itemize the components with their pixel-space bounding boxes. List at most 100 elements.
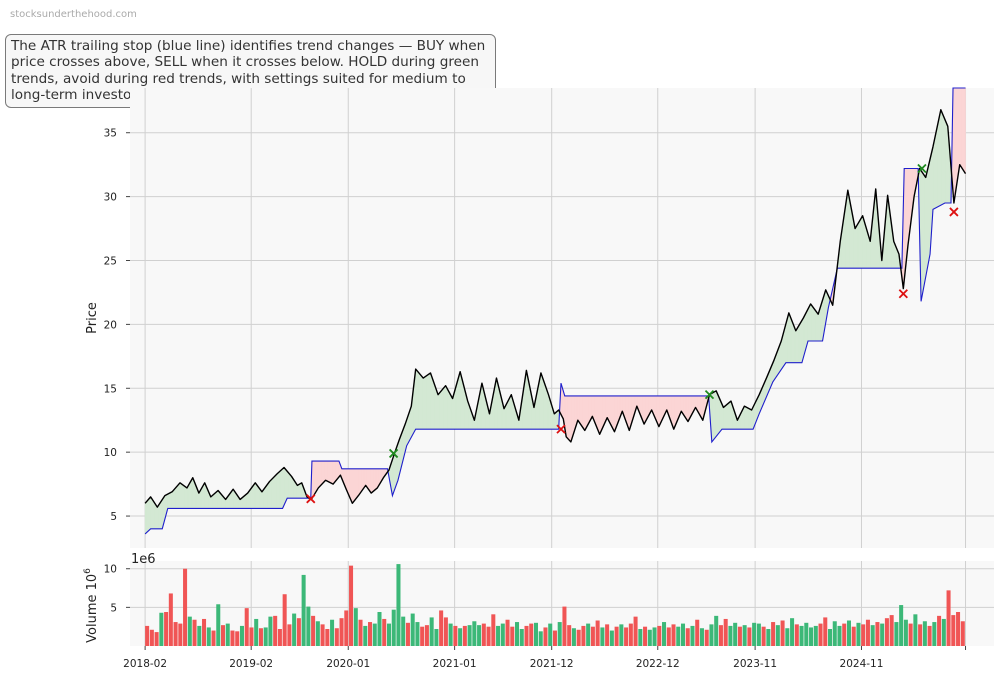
volume-bar xyxy=(571,628,576,646)
buy-marker-stroke xyxy=(388,448,399,459)
volume-bar xyxy=(220,625,226,646)
volume-bar xyxy=(462,625,467,646)
volume-bar xyxy=(941,618,946,646)
volume-bar xyxy=(368,622,373,646)
volume-bar xyxy=(505,619,510,646)
volume-bar xyxy=(491,614,496,646)
volume-bar xyxy=(334,628,339,646)
volume-bar xyxy=(164,612,169,646)
volume-bar xyxy=(628,623,633,646)
volume-bar xyxy=(467,625,472,646)
volume-bar xyxy=(932,622,937,646)
volume-bar xyxy=(401,616,406,646)
axes: 2018-02 2019-02 2020-01 2021-01 2021-12 2022-… xyxy=(83,128,967,670)
sell-marker-stroke xyxy=(306,494,316,504)
volume-bar xyxy=(699,628,704,646)
volume-bar xyxy=(410,613,415,646)
volume-bar xyxy=(714,615,719,646)
y-tick-label: 5 xyxy=(110,511,117,523)
volume-bar xyxy=(353,608,358,646)
volume-bar xyxy=(718,625,723,646)
volume-bar xyxy=(567,625,572,646)
volume-bar xyxy=(609,630,614,646)
volume-bar xyxy=(951,615,956,646)
volume-bar xyxy=(372,623,377,646)
volume-bar xyxy=(785,628,790,646)
sell-signal-marker xyxy=(898,289,908,299)
buy-marker-stroke xyxy=(704,390,715,400)
volume-bar xyxy=(424,625,429,646)
volume-bar xyxy=(216,604,221,646)
x-tick-label: 2024-11 xyxy=(840,658,884,670)
volume-bar xyxy=(538,631,543,646)
sell-signal-marker xyxy=(306,494,316,504)
volume-bar xyxy=(657,625,662,646)
volume-bar xyxy=(486,626,491,646)
volume-bar xyxy=(766,629,771,646)
buy-signal-marker xyxy=(704,390,715,400)
volume-bar xyxy=(880,623,885,646)
volume-bar xyxy=(846,620,851,646)
volume-bar xyxy=(865,619,870,646)
volume-bar xyxy=(643,626,648,646)
volume-bar xyxy=(173,622,178,646)
price-panel xyxy=(130,88,994,548)
volume-bar xyxy=(429,617,434,646)
watermark: stocksunderthehood.com xyxy=(10,9,137,20)
volume-bar xyxy=(704,629,709,646)
volume-bar xyxy=(927,625,932,646)
volume-bar xyxy=(533,622,539,646)
volume-bar xyxy=(206,627,211,646)
y-tick-label: 20 xyxy=(104,319,117,331)
volume-bar xyxy=(211,630,216,646)
volume-bar xyxy=(439,610,444,646)
volume-bar xyxy=(363,625,368,646)
volume-bar xyxy=(434,629,439,646)
buy-signal-marker xyxy=(917,163,927,174)
y-tick-label: 10 xyxy=(104,447,117,459)
volume-bar xyxy=(875,622,880,646)
volume-bar xyxy=(894,622,899,646)
volume-bar xyxy=(633,616,638,646)
volume-bar xyxy=(709,624,714,646)
volume-bar xyxy=(377,612,382,646)
y-tick-label: 15 xyxy=(104,383,117,395)
volume-bar xyxy=(671,624,676,646)
volume-bar xyxy=(443,617,448,646)
x-tick-label: 2021-01 xyxy=(433,658,477,670)
volume-bar xyxy=(529,623,534,646)
volume-bar xyxy=(676,626,681,646)
volume-bar xyxy=(827,629,833,646)
volume-bar xyxy=(472,621,477,646)
volume-bar xyxy=(842,623,847,646)
volume-bar xyxy=(946,590,951,646)
volume-bar xyxy=(258,628,263,646)
volume-bar xyxy=(903,619,908,646)
volume-bar xyxy=(202,618,207,646)
y-tick-label: 25 xyxy=(104,256,117,268)
volume-bar xyxy=(315,621,320,646)
volume-bar xyxy=(277,629,282,646)
buy-signal-marker xyxy=(388,448,399,459)
volume-bars xyxy=(145,564,965,646)
volume-bar xyxy=(960,621,965,646)
volume-bar xyxy=(690,625,695,646)
volume-bar xyxy=(183,568,188,646)
volume-bar xyxy=(647,629,652,646)
volume-bar xyxy=(908,623,913,646)
volume-bar xyxy=(154,632,159,646)
volume-bar xyxy=(737,626,742,646)
volume-bar xyxy=(581,625,586,646)
volume-bar xyxy=(249,627,254,646)
volume-bar xyxy=(956,612,961,646)
volume-bar xyxy=(282,594,287,646)
volume-bar xyxy=(586,623,591,646)
volume-bar xyxy=(937,615,942,646)
volume-bar xyxy=(225,623,230,646)
volume-bar xyxy=(239,625,244,646)
volume-bar xyxy=(913,614,918,646)
volume-bar xyxy=(325,629,330,646)
volume-bar xyxy=(605,624,610,646)
volume-bar xyxy=(382,618,387,646)
volume-bar xyxy=(292,613,297,646)
